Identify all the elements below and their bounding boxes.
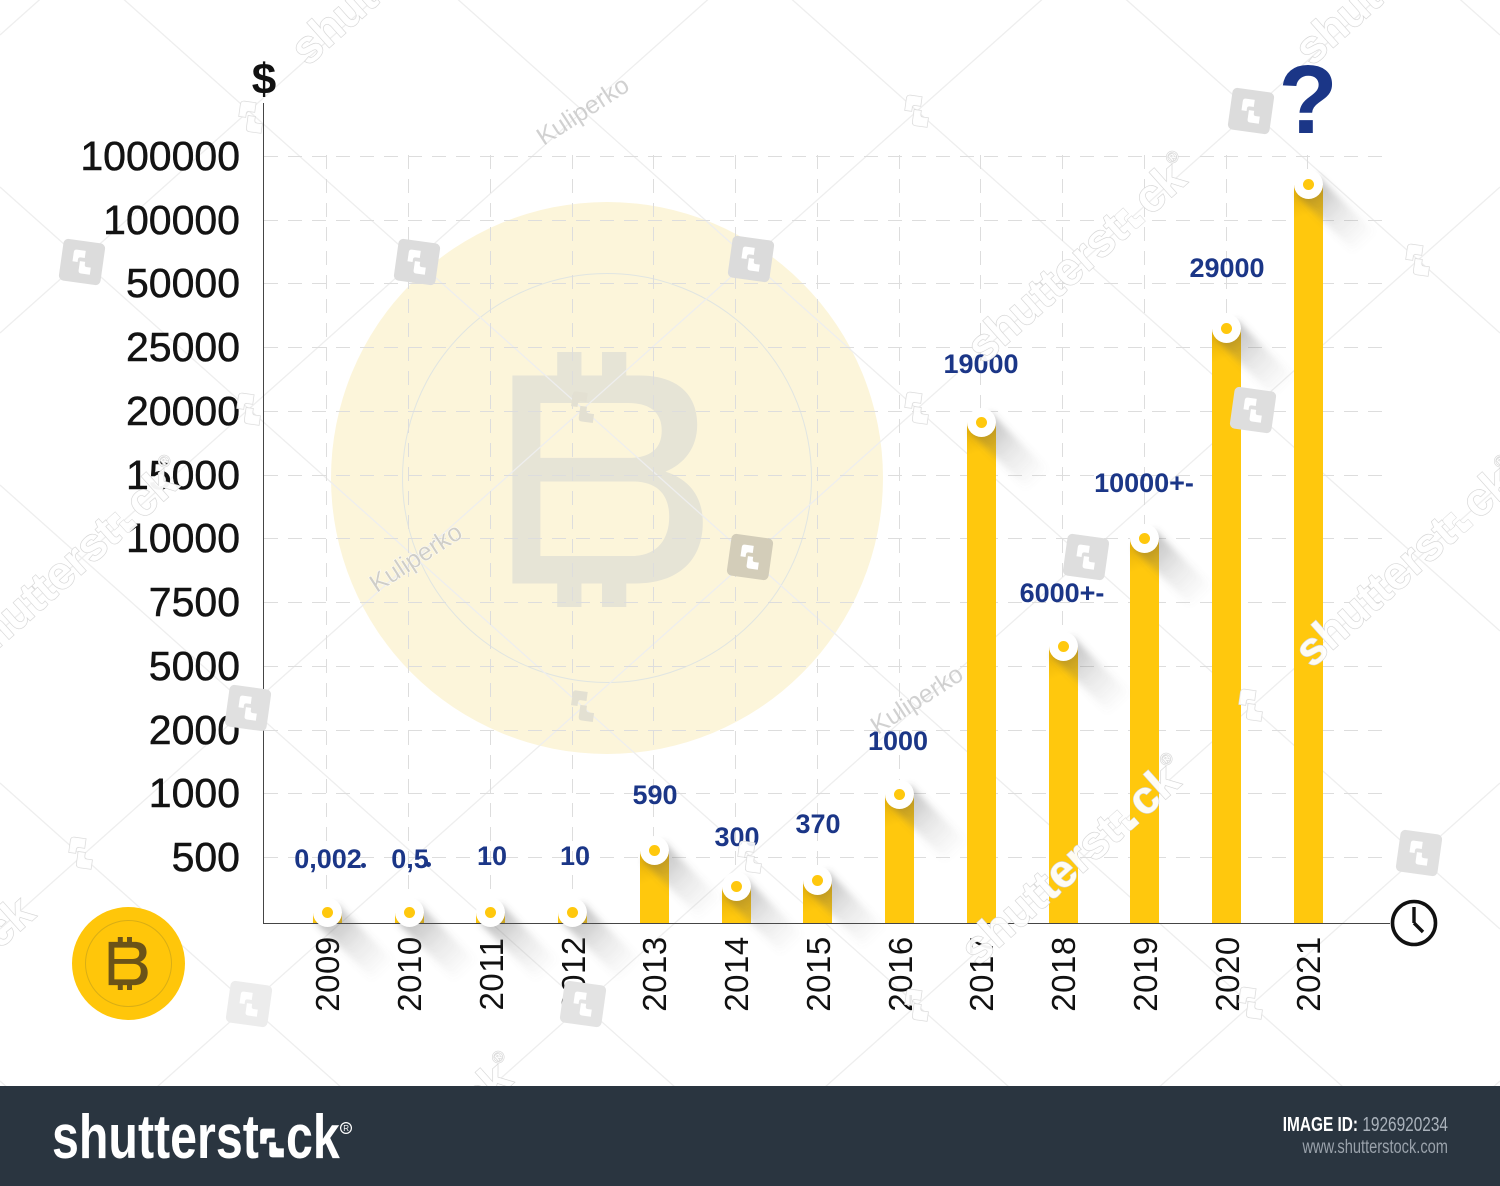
svg-text:shutterst: shutterst [52, 1102, 259, 1171]
svg-text:Kuliperko: Kuliperko [365, 518, 468, 598]
svg-text:shutterst: shutterst [956, 202, 1137, 372]
svg-text:shutterst: shutterst [1284, 0, 1465, 74]
svg-text:R: R [343, 1124, 349, 1133]
svg-text:Kuliperko: Kuliperko [866, 660, 969, 740]
svg-text:ck: ck [114, 455, 187, 528]
svg-text:shutterst: shutterst [280, 0, 461, 74]
svg-text:ck: ck [0, 885, 44, 958]
svg-text:ck: ck [1122, 151, 1195, 224]
svg-text:®: ® [1491, 451, 1500, 472]
svg-text:ck: ck [286, 1102, 340, 1171]
svg-text:Kuliperko: Kuliperko [532, 71, 635, 151]
svg-text:shutterst: shutterst [950, 804, 1131, 974]
svg-text:ck: ck [0, 1, 6, 74]
svg-text:ck: ck [1450, 455, 1500, 528]
svg-text:shutterst: shutterst [0, 506, 129, 676]
svg-text:shutterst: shutterst [1284, 506, 1465, 676]
svg-text:ck: ck [1116, 753, 1189, 826]
